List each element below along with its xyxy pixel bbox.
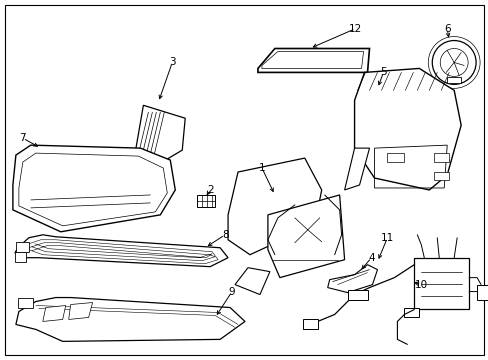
Polygon shape bbox=[302, 319, 317, 329]
Polygon shape bbox=[413, 258, 468, 310]
Polygon shape bbox=[476, 285, 488, 300]
Polygon shape bbox=[235, 268, 269, 294]
Polygon shape bbox=[267, 195, 344, 278]
Polygon shape bbox=[354, 68, 460, 190]
Polygon shape bbox=[13, 145, 175, 232]
Polygon shape bbox=[128, 105, 185, 180]
Polygon shape bbox=[448, 260, 463, 272]
Text: 4: 4 bbox=[367, 253, 374, 263]
Polygon shape bbox=[15, 235, 227, 267]
Text: 2: 2 bbox=[206, 185, 213, 195]
Text: 6: 6 bbox=[443, 24, 449, 33]
Polygon shape bbox=[404, 307, 419, 318]
Polygon shape bbox=[16, 298, 244, 341]
Polygon shape bbox=[433, 153, 448, 162]
Text: 3: 3 bbox=[169, 58, 175, 67]
Text: 5: 5 bbox=[379, 67, 386, 77]
Polygon shape bbox=[18, 298, 33, 307]
Text: 11: 11 bbox=[380, 233, 393, 243]
Polygon shape bbox=[386, 153, 404, 162]
Text: 8: 8 bbox=[222, 230, 228, 240]
Text: 10: 10 bbox=[414, 280, 427, 289]
Polygon shape bbox=[197, 195, 215, 207]
Polygon shape bbox=[148, 165, 162, 173]
Polygon shape bbox=[68, 302, 92, 319]
Polygon shape bbox=[16, 242, 29, 252]
Text: 9: 9 bbox=[228, 287, 235, 297]
Polygon shape bbox=[347, 289, 367, 300]
Polygon shape bbox=[433, 172, 448, 180]
Polygon shape bbox=[258, 49, 369, 72]
Polygon shape bbox=[42, 306, 65, 321]
Polygon shape bbox=[447, 77, 460, 84]
Text: 7: 7 bbox=[20, 133, 26, 143]
Polygon shape bbox=[327, 265, 377, 293]
Polygon shape bbox=[227, 158, 321, 255]
Text: 12: 12 bbox=[348, 24, 362, 33]
Polygon shape bbox=[15, 252, 26, 262]
Polygon shape bbox=[344, 148, 369, 190]
Text: 1: 1 bbox=[258, 163, 264, 173]
